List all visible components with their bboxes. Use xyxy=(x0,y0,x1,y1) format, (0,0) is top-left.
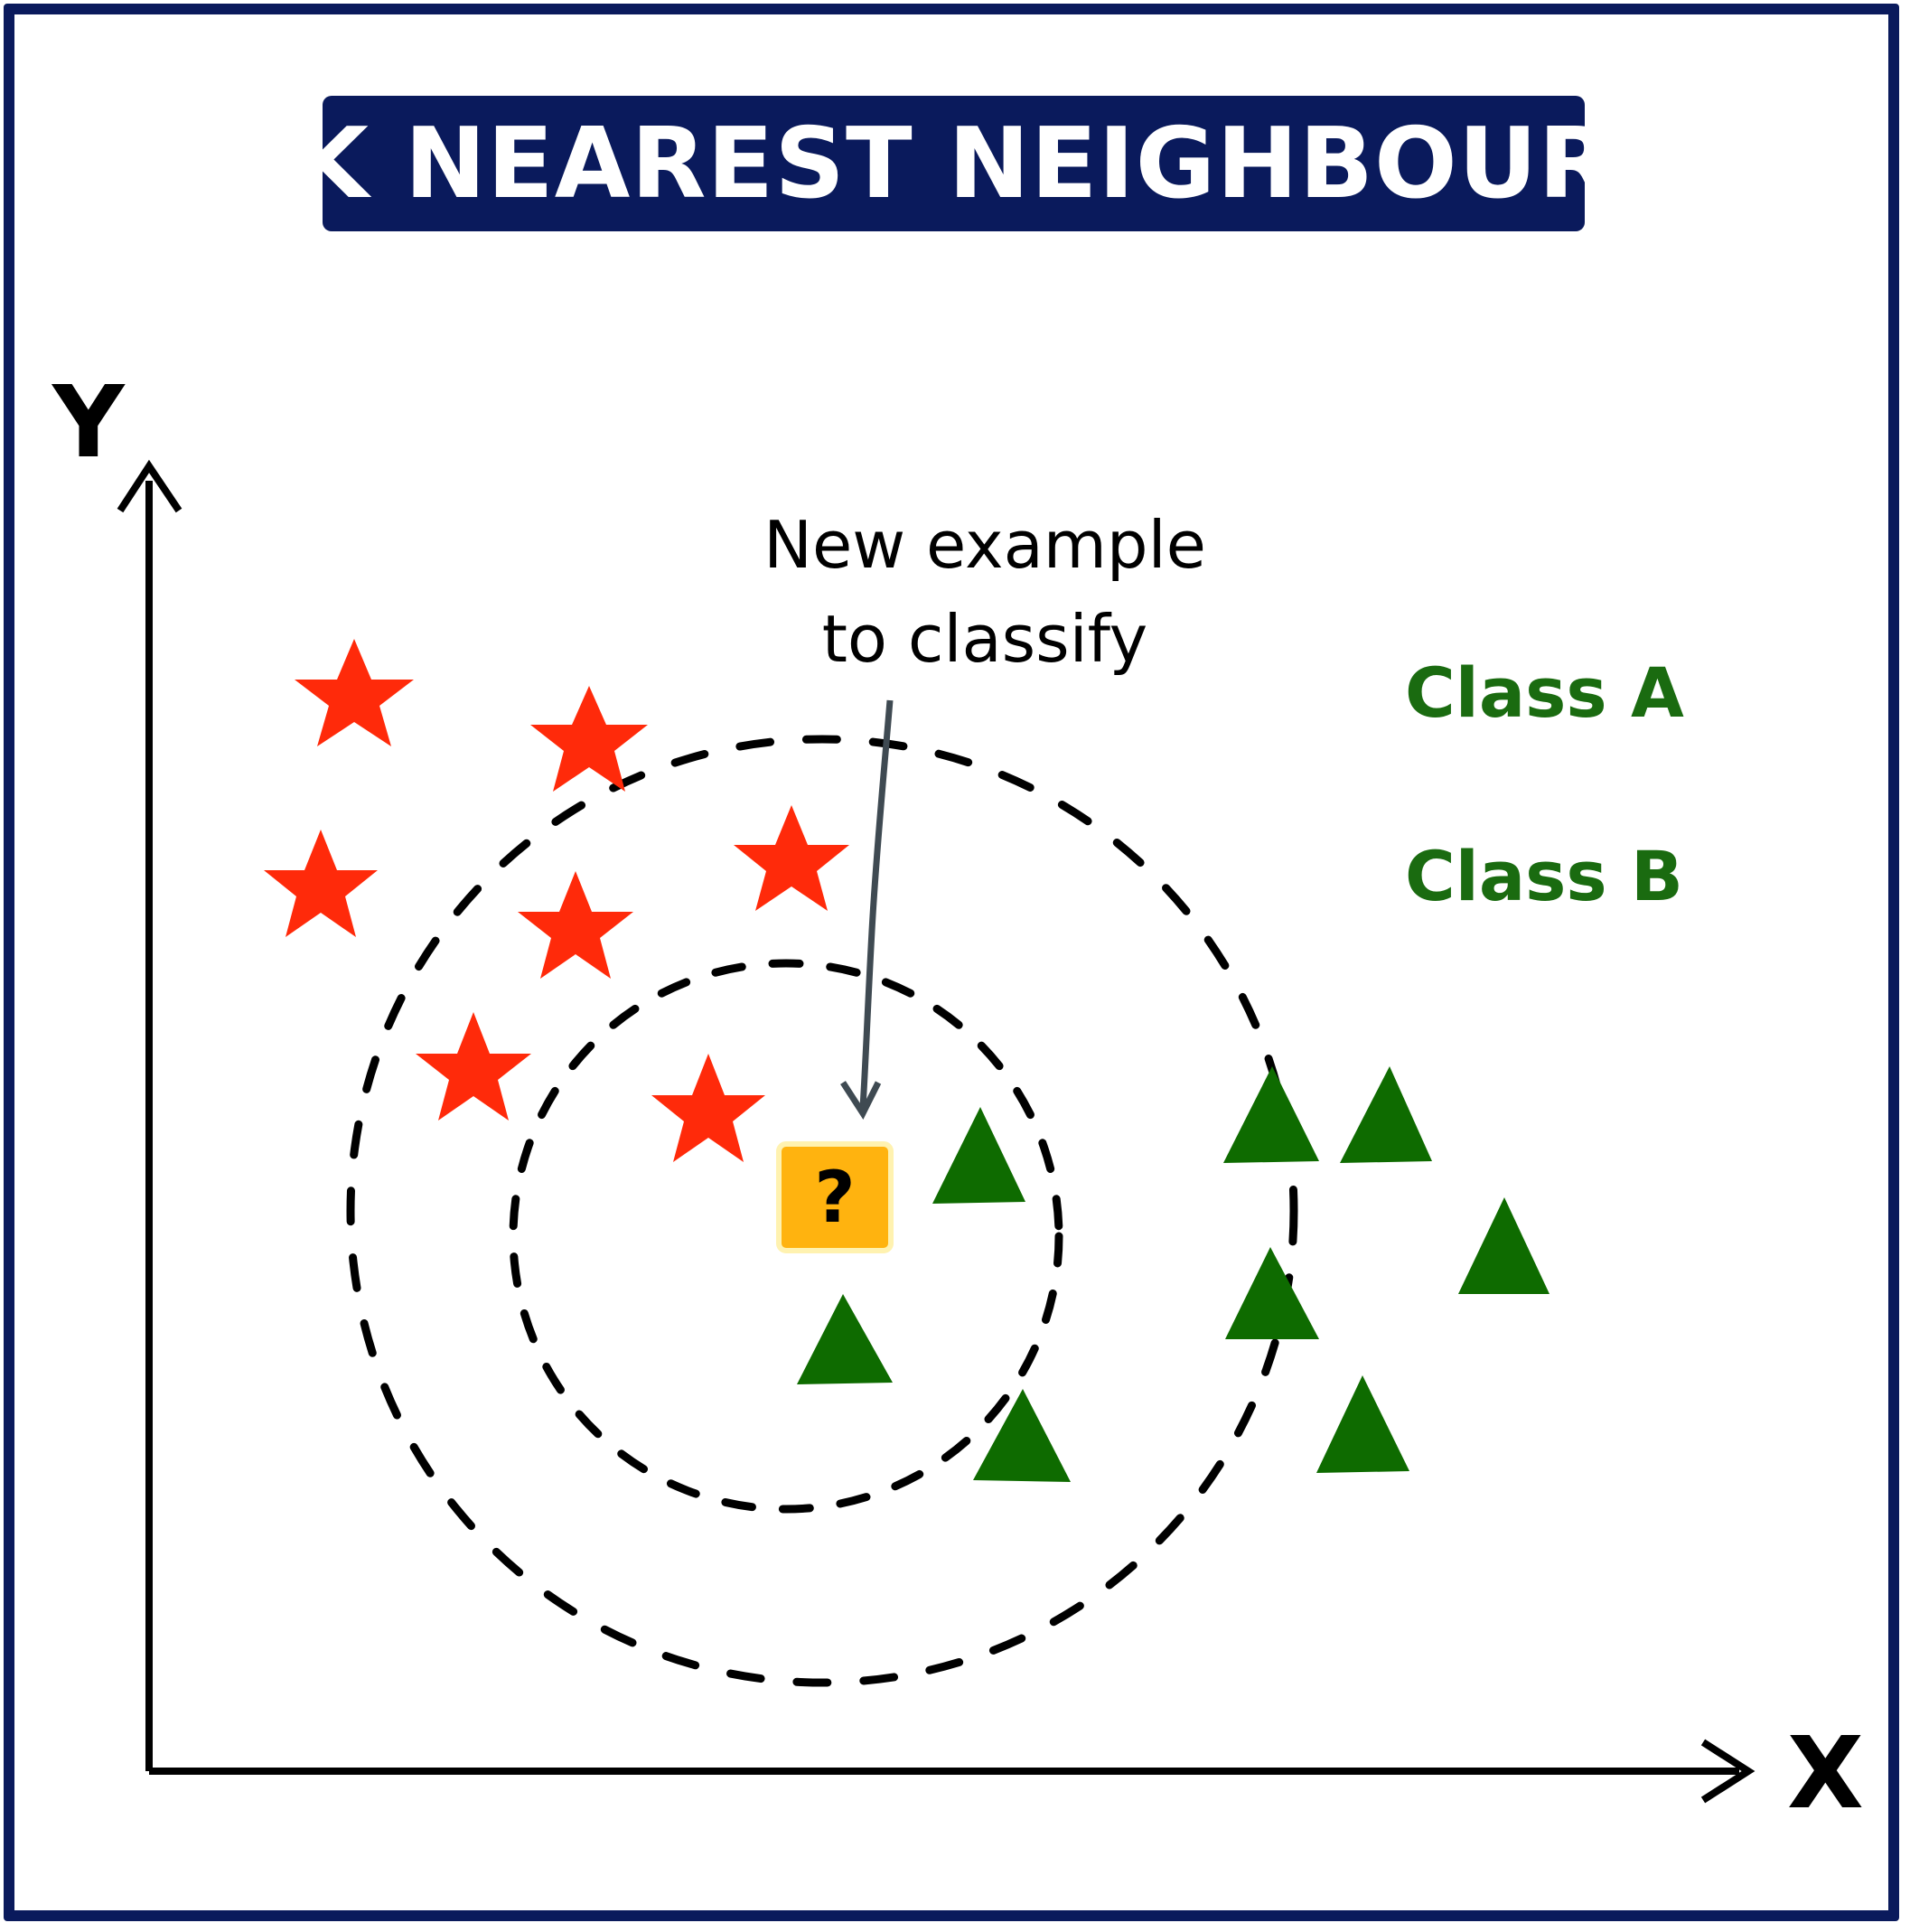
class-b-triangle xyxy=(1223,1066,1319,1163)
legend-class-a: Class A xyxy=(1405,652,1684,733)
query-symbol: ? xyxy=(814,1158,855,1239)
class-a-star xyxy=(651,1054,765,1162)
legend-class-b: Class B xyxy=(1405,836,1683,916)
query-point: ? xyxy=(776,1141,894,1253)
class-b-triangle xyxy=(797,1294,893,1384)
x-axis-arrowhead xyxy=(1700,1739,1756,1804)
title-banner: K NEAREST NEIGHBOUR xyxy=(293,96,1614,231)
class-a-star xyxy=(530,686,648,792)
class-b-triangle xyxy=(1225,1247,1319,1339)
annotation-line-2: to classify xyxy=(822,601,1148,677)
class-b-triangle xyxy=(932,1107,1025,1204)
class-b-triangle xyxy=(1458,1197,1550,1294)
class-b-triangle xyxy=(1316,1375,1409,1473)
class-b-triangle xyxy=(1340,1066,1432,1163)
annotation-arrowhead xyxy=(840,1081,882,1121)
class-b-triangle xyxy=(973,1389,1071,1482)
annotation-line-1: New example xyxy=(763,507,1206,583)
class-a-star xyxy=(416,1012,531,1121)
x-axis-label: X xyxy=(1787,1715,1864,1831)
y-axis-arrowhead xyxy=(117,459,183,513)
class-a-star xyxy=(295,639,414,746)
diagram-title: K NEAREST NEIGHBOUR xyxy=(293,107,1615,220)
class-a-star xyxy=(518,871,633,979)
inner-neighbourhood-circle xyxy=(509,959,1063,1514)
class-a-star xyxy=(734,805,849,911)
annotation-arrow xyxy=(859,699,894,1108)
diagram-frame xyxy=(4,4,1899,1921)
y-axis-label: Y xyxy=(51,364,126,480)
outer-neighbourhood-circle xyxy=(346,735,1298,1687)
class-a-star xyxy=(264,830,378,937)
question-box-icon xyxy=(776,1141,894,1253)
